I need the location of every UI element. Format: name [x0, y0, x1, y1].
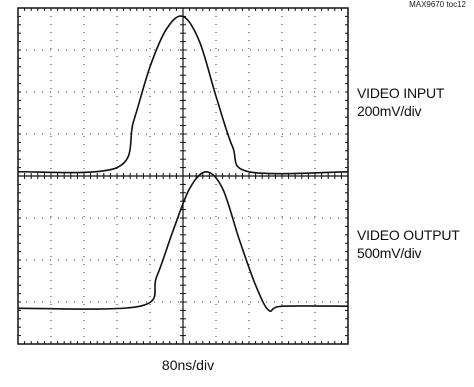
video-input-label: VIDEO INPUT 200mV/div — [357, 84, 444, 120]
video-input-scale: 200mV/div — [357, 103, 422, 119]
video-output-trace — [17, 171, 349, 313]
plot-frame — [17, 7, 349, 345]
figure-id: MAX9670 toc12 — [409, 0, 466, 9]
traces — [17, 15, 349, 313]
video-output-name: VIDEO OUTPUT — [357, 227, 460, 243]
time-scale-label: 80ns/div — [161, 357, 215, 373]
video-output-scale: 500mV/div — [357, 245, 422, 261]
video-input-name: VIDEO INPUT — [357, 85, 445, 101]
video-input-trace — [17, 15, 349, 175]
video-output-label: VIDEO OUTPUT 500mV/div — [357, 226, 460, 262]
axis-ticks — [18, 8, 348, 344]
